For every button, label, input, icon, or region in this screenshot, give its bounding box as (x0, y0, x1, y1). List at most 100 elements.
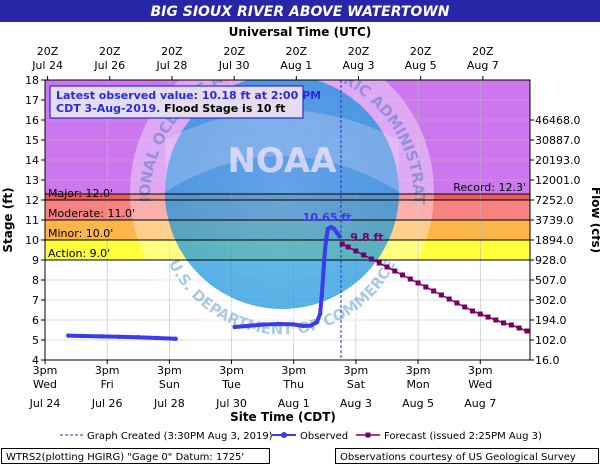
bottom-tick-time-7: 3pm (468, 364, 493, 377)
top-tick-date-1: Jul 26 (93, 59, 125, 72)
peak-label: 10.65 ft (303, 211, 352, 224)
top-tick-time-3: 20Z (223, 45, 245, 58)
footer-left-text: WTRS2(plotting HGIRG) "Gage 0" Datum: 17… (6, 452, 244, 463)
legend-forecast-marker (365, 432, 371, 438)
forecast-point-22 (508, 322, 514, 328)
top-tick-date-2: Jul 28 (156, 59, 188, 72)
forecast-point-19 (485, 314, 491, 320)
forecast-point-7 (392, 268, 398, 274)
bottom-tick-time-0: 3pm (33, 364, 58, 377)
top-axis-title: Universal Time (UTC) (229, 25, 372, 39)
bottom-tick-date-3: Jul 30 (215, 397, 247, 410)
forecast-point-2 (353, 248, 359, 254)
forecast-point-1 (345, 244, 351, 250)
observed-point-12 (300, 323, 306, 329)
left-tick-label-13: 17 (25, 94, 39, 107)
bottom-tick-day-0: Wed (33, 378, 57, 391)
forecast-point-17 (469, 308, 475, 314)
bottom-tick-day-2: Sun (159, 378, 180, 391)
top-tick-time-5: 20Z (348, 45, 370, 58)
info-line-1: Latest observed value: 10.18 ft at 2:00 … (56, 89, 321, 102)
top-tick-date-0: Jul 24 (31, 59, 63, 72)
forecast-point-12 (431, 288, 437, 294)
bottom-tick-date-0: Jul 24 (29, 397, 61, 410)
info-line-2: CDT 3-Aug-2019. Flood Stage is 10 ft (56, 102, 285, 115)
top-tick-time-4: 20Z (286, 45, 308, 58)
noaa-logo-text: NOAA (227, 141, 337, 181)
bottom-axis-title: Site Time (CDT) (230, 410, 336, 424)
legend-observed-label: Observed (300, 431, 348, 442)
observed-point-5 (154, 335, 160, 341)
observed-point-7 (232, 324, 237, 330)
info-date: CDT 3-Aug-2019. (56, 102, 160, 115)
bottom-tick-time-6: 3pm (406, 364, 431, 377)
bottom-tick-time-2: 3pm (157, 364, 182, 377)
bottom-tick-time-5: 3pm (344, 364, 369, 377)
bottom-tick-day-6: Mon (406, 378, 429, 391)
left-axis-title: Stage (ft) (1, 187, 15, 252)
flow-tick-label-1: 102.0 (535, 334, 567, 347)
top-tick-time-0: 20Z (37, 45, 59, 58)
forecast-point-8 (400, 272, 406, 278)
legend-forecast-label: Forecast (issued 2:25PM Aug 3) (384, 431, 542, 442)
left-tick-label-14: 18 (25, 74, 39, 87)
top-tick-time-1: 20Z (99, 45, 121, 58)
observed-point-9 (260, 322, 265, 327)
flow-tick-label-4: 507.0 (535, 274, 567, 287)
forecast-point-21 (501, 320, 507, 326)
observed-point-24 (337, 234, 342, 239)
observed-point-16 (319, 293, 324, 299)
forecast-point-20 (493, 317, 499, 323)
flow-tick-label-9: 12001.0 (535, 174, 581, 187)
data-series: 10.65 ft 9.8 ft (66, 211, 530, 341)
bottom-tick-day-4: Thu (282, 378, 304, 391)
bottom-tick-date-5: Aug 3 (340, 397, 372, 410)
observed-point-0 (66, 333, 71, 338)
forecast-point-10 (415, 280, 421, 286)
bottom-tick-time-1: 3pm (95, 364, 120, 377)
left-tick-label-5: 9 (32, 254, 39, 267)
forecast-point-23 (516, 325, 522, 331)
flow-tick-label-7: 3739.0 (535, 214, 574, 227)
flow-tick-label-11: 30887.0 (535, 134, 581, 147)
legend-observed-marker (281, 432, 287, 438)
forecast-point-4 (368, 256, 374, 262)
forecast-point-14 (446, 296, 452, 302)
top-tick-time-6: 20Z (410, 45, 432, 58)
observed-point-8 (244, 323, 250, 329)
flow-tick-label-0: 16.0 (535, 354, 560, 367)
flow-tick-label-12: 46468.0 (535, 114, 581, 127)
flow-tick-label-5: 928.0 (535, 254, 567, 267)
bottom-tick-date-2: Jul 28 (153, 397, 185, 410)
bottom-tick-day-3: Tue (221, 378, 241, 391)
forecast-point-5 (376, 260, 382, 266)
flow-tick-label-10: 20193.0 (535, 154, 581, 167)
top-tick-date-3: Jul 30 (218, 59, 250, 72)
info-box-frame (49, 85, 304, 119)
left-tick-label-8: 12 (25, 194, 39, 207)
left-tick-label-3: 7 (32, 294, 39, 307)
observed-point-13 (308, 323, 314, 328)
forecast-point-11 (423, 284, 429, 290)
forecast-point-24 (524, 328, 530, 334)
legend: Graph Created (3:30PM Aug 3, 2019) Obser… (60, 431, 542, 442)
bottom-tick-day-5: Sat (347, 378, 366, 391)
bottom-tick-time-4: 3pm (281, 364, 306, 377)
bottom-tick-day-7: Wed (468, 378, 492, 391)
observed-point-14 (314, 319, 320, 325)
observed-point-19 (324, 235, 329, 241)
moderate-label: Moderate: 11.0' (48, 207, 135, 220)
action-label: Action: 9.0' (48, 247, 110, 260)
observed-point-18 (322, 249, 328, 255)
left-tick-label-9: 13 (25, 174, 39, 187)
top-tick-date-6: Aug 5 (405, 59, 437, 72)
threshold-lines: Action: 9.0'Minor: 10.0'Moderate: 11.0'M… (45, 80, 530, 360)
chart-title: BIG SIOUX RIVER ABOVE WATERTOWN (150, 4, 449, 20)
bottom-tick-date-6: Aug 5 (402, 397, 434, 410)
bottom-tick-time-3: 3pm (219, 364, 244, 377)
latest-value-box: Latest observed value: 10.18 ft at 2:00 … (49, 85, 321, 119)
left-tick-label-11: 15 (25, 134, 39, 147)
forecast-point-18 (477, 311, 483, 317)
forecast-point-0 (339, 241, 345, 247)
